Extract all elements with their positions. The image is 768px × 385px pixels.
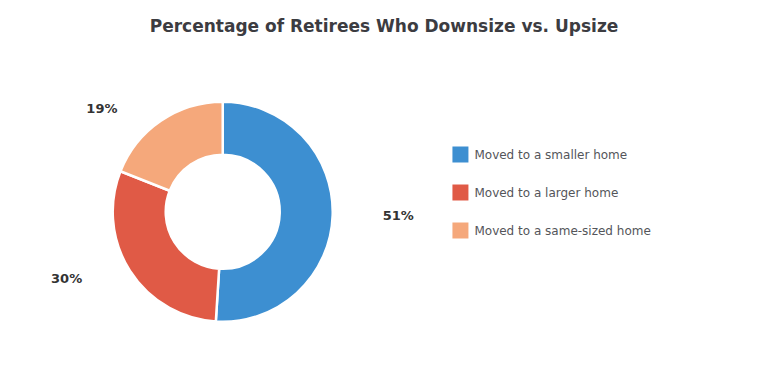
svg-text:51%: 51% [383, 208, 414, 223]
svg-text:19%: 19% [86, 101, 117, 116]
svg-text:30%: 30% [51, 271, 82, 286]
svg-text:Moved to a same-sized home: Moved to a same-sized home [474, 224, 650, 238]
svg-text:Moved to a smaller home: Moved to a smaller home [474, 148, 627, 162]
svg-text:Moved to a larger home: Moved to a larger home [474, 186, 618, 200]
svg-text:Percentage of Retirees Who Dow: Percentage of Retirees Who Downsize vs. … [150, 16, 619, 36]
